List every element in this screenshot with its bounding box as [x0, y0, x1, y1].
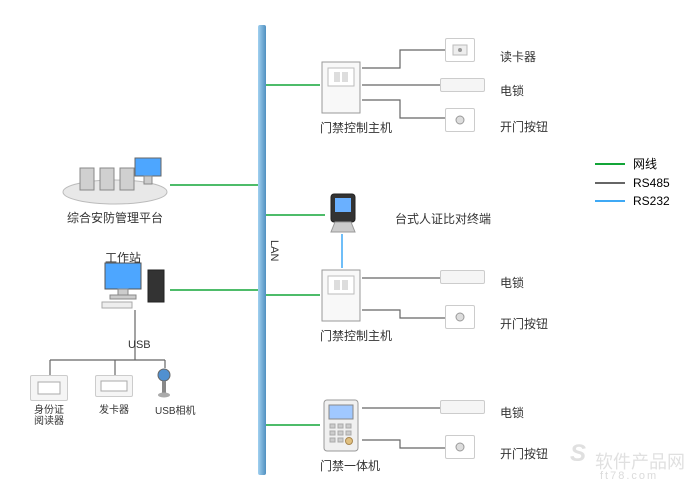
- elock-2: [440, 270, 485, 284]
- platform-node: 综合安防管理平台: [60, 150, 170, 226]
- controller-icon: [320, 60, 362, 115]
- terminal-icon: [325, 192, 361, 234]
- legend: 网线RS485RS232: [595, 155, 670, 212]
- access-all-label: 门禁一体机: [320, 457, 380, 474]
- button-3: [445, 435, 475, 459]
- workstation-node: [100, 260, 170, 310]
- card-reader-label: 发卡器: [95, 401, 133, 416]
- platform-label: 综合安防管理平台: [60, 209, 170, 226]
- elock-2-label: 电锁: [500, 274, 524, 291]
- lan-label: LAN: [268, 240, 280, 261]
- usb-label: USB: [128, 339, 151, 351]
- access-controller-1: 门禁控制主机: [320, 60, 392, 136]
- watermark-logo: S: [570, 440, 586, 468]
- access-ctrl-1-label: 门禁控制主机: [320, 119, 392, 136]
- card-reader-node: 发卡器: [95, 375, 133, 416]
- button-2-label: 开门按钮: [500, 315, 548, 332]
- elock-1: [440, 78, 485, 92]
- usb-camera-node: USB相机: [155, 368, 196, 417]
- button-2: [445, 305, 475, 329]
- id-reader-node: 身份证阅读器: [30, 375, 68, 427]
- button-1: [445, 108, 475, 132]
- controller-icon-2: [320, 268, 362, 323]
- access-ctrl-2-label: 门禁控制主机: [320, 327, 392, 344]
- elock-3: [440, 400, 485, 414]
- button-1-label: 开门按钮: [500, 118, 548, 135]
- allinone-icon: [320, 398, 362, 453]
- id-reader-label: 身份证阅读器: [30, 405, 68, 427]
- reader-device: [445, 38, 475, 62]
- face-terminal: [325, 192, 361, 234]
- face-terminal-label: 台式人证比对终端: [395, 210, 491, 227]
- usb-camera-label: USB相机: [155, 402, 196, 417]
- access-controller-2: 门禁控制主机: [320, 268, 392, 344]
- button-3-label: 开门按钮: [500, 445, 548, 462]
- elock-1-label: 电锁: [500, 82, 524, 99]
- lan-bar: [258, 25, 266, 475]
- platform-icon: [60, 150, 170, 205]
- access-all-in-one: 门禁一体机: [320, 398, 380, 474]
- workstation-icon: [100, 260, 170, 310]
- elock-3-label: 电锁: [500, 404, 524, 421]
- reader-label: 读卡器: [500, 48, 536, 65]
- watermark-url: ft78.com: [600, 470, 658, 482]
- camera-icon: [155, 368, 173, 398]
